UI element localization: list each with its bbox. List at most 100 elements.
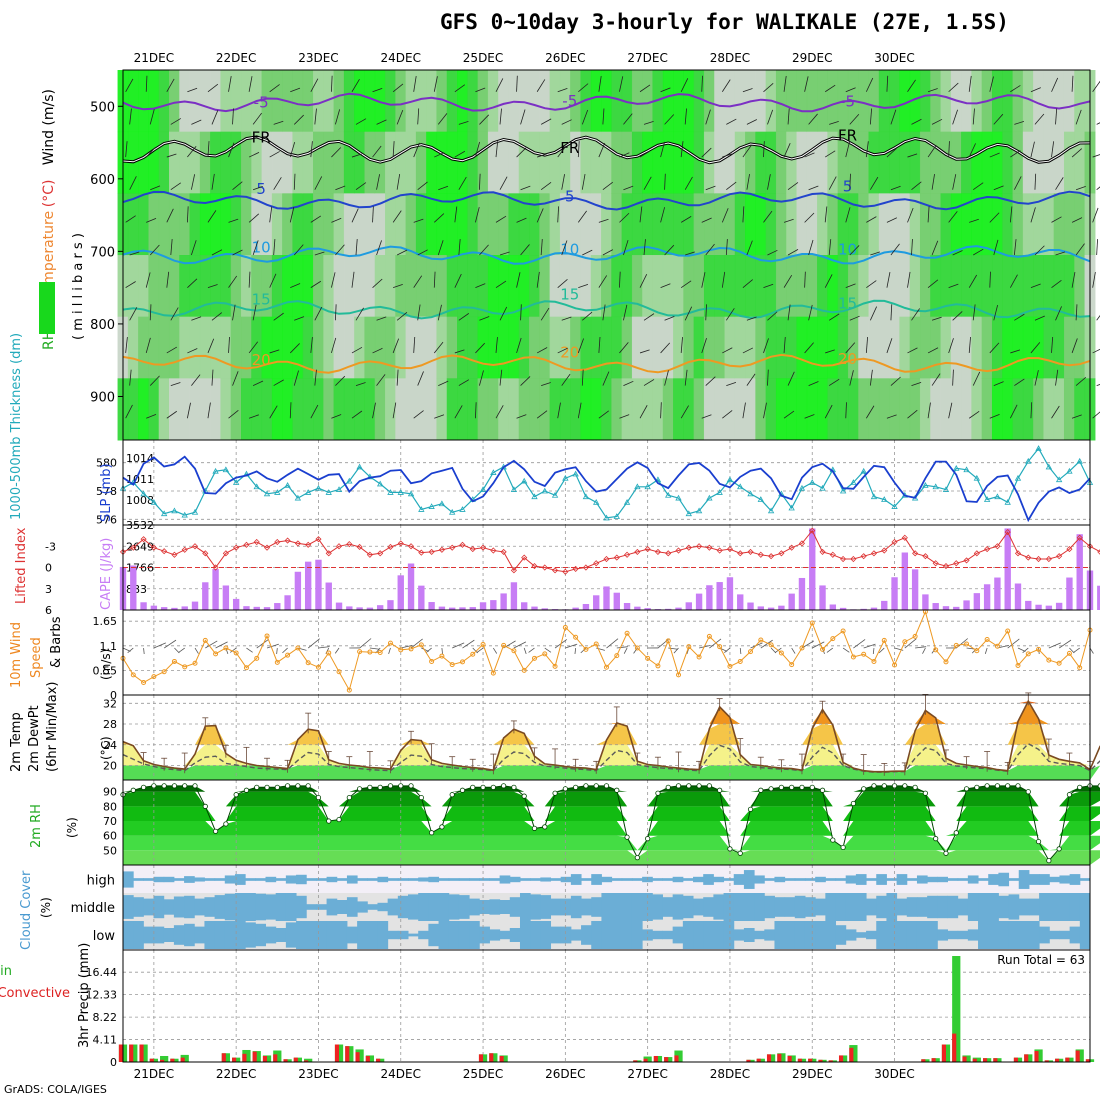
cloud-low-cell — [255, 923, 267, 947]
wind-barb — [499, 251, 510, 256]
wind-barb — [1055, 108, 1058, 125]
cloud-low-cell — [957, 930, 969, 940]
wind-speed-point — [912, 633, 918, 639]
cloud-middle-cell — [296, 895, 307, 919]
precip-total-bar — [828, 1060, 837, 1062]
wind-barb — [972, 371, 981, 386]
wind-barb — [331, 75, 333, 92]
temp-tick-0: 20 — [103, 759, 117, 772]
cape-bar — [829, 604, 837, 610]
rh-cell — [395, 131, 407, 194]
wind-barb — [783, 275, 793, 288]
rh-cell — [724, 131, 736, 194]
rh-cell — [457, 70, 468, 133]
thickness-point — [407, 490, 415, 497]
cloud-low-cell — [418, 930, 429, 940]
wind-barb-10m — [472, 647, 478, 654]
wind-barb-10m — [425, 647, 432, 653]
thickness-point — [798, 484, 806, 491]
wind-speed-point — [202, 637, 208, 643]
wind-barb — [968, 143, 976, 158]
rh-point — [305, 783, 311, 789]
rh-cell — [559, 70, 571, 133]
precip-conv-bar — [787, 1055, 792, 1062]
wind-barb — [701, 217, 712, 223]
wind-barb — [290, 283, 301, 289]
precip-conv-bar — [664, 1057, 669, 1062]
precip-conv-bar — [149, 1058, 154, 1062]
rh-cell — [734, 316, 746, 379]
cloud-high-cell — [123, 871, 134, 888]
wind-speed-point — [727, 663, 733, 669]
rh-cell — [1022, 378, 1034, 441]
cape-bar — [582, 604, 590, 610]
wind-barb — [931, 173, 935, 190]
wind-barb — [952, 174, 957, 190]
cloud-high-cell — [855, 874, 867, 885]
isotherm-label-4-1: 15 — [560, 285, 579, 303]
wind-barb — [1010, 349, 1021, 354]
cape-bar — [706, 585, 713, 610]
li-point — [1035, 555, 1042, 563]
rh-cell — [415, 131, 427, 194]
cloud-low-cell — [672, 926, 684, 944]
wind-barb — [722, 410, 733, 419]
rh-cell — [210, 131, 222, 194]
cape-bar — [479, 602, 487, 610]
rh-cell — [426, 316, 438, 379]
rh-cell — [415, 378, 427, 441]
wind-speed-point — [665, 638, 671, 644]
wind-barb — [1009, 206, 1013, 223]
cloud-low-cell — [876, 921, 887, 949]
isotherm-label-5-0: 20 — [252, 351, 271, 369]
cloud-high-cell — [886, 878, 898, 881]
li-point — [798, 540, 806, 547]
rh-cell — [971, 316, 983, 379]
li-point — [901, 534, 908, 541]
rh-cell — [611, 378, 623, 441]
rh-cell — [878, 316, 890, 379]
wind-barb — [808, 185, 819, 191]
thickness-point — [675, 494, 682, 501]
wind-speed-point — [408, 646, 414, 652]
cape-bar — [695, 593, 703, 610]
rh-point — [387, 783, 394, 789]
wind-barb — [561, 119, 572, 125]
wind-barb — [931, 240, 939, 256]
rh-cell — [1033, 378, 1045, 441]
wind-barb — [454, 349, 465, 354]
li-point — [973, 550, 980, 557]
rh-cell — [559, 255, 571, 318]
wind-barb — [804, 152, 815, 158]
cape-bar — [593, 595, 600, 610]
wind-speed-point — [789, 662, 795, 668]
rh-point — [861, 786, 867, 792]
cloud-middle-cell — [540, 895, 552, 919]
wind-barb — [927, 402, 931, 419]
rh-cell — [199, 378, 211, 441]
rh-cell — [796, 255, 808, 318]
wind-barb — [540, 239, 543, 256]
wind-barb — [701, 75, 703, 92]
rh-point — [223, 821, 229, 827]
thickness-point — [253, 483, 260, 490]
rh-cell — [868, 255, 880, 318]
rh-cell — [868, 70, 880, 133]
wind-barb-10m — [205, 640, 218, 649]
wind-barb — [948, 283, 959, 289]
cloud-high-cell — [489, 878, 501, 881]
wind-speed-point — [892, 662, 898, 668]
cloud-high-cell — [815, 876, 826, 883]
rh-cell — [817, 316, 828, 379]
x-tick-label-bottom-7: 28DEC — [710, 1067, 750, 1081]
wind-barb — [557, 402, 561, 419]
thickness-point — [418, 506, 425, 512]
wind-barb — [170, 307, 179, 321]
wind-barb — [166, 410, 177, 419]
cape-bar — [418, 585, 425, 610]
wind-speed-point — [593, 641, 599, 647]
wind-barb — [495, 78, 504, 92]
wind-speed-point — [459, 659, 465, 665]
wind-barb — [310, 404, 319, 419]
cloud-middle-cell — [408, 894, 419, 920]
